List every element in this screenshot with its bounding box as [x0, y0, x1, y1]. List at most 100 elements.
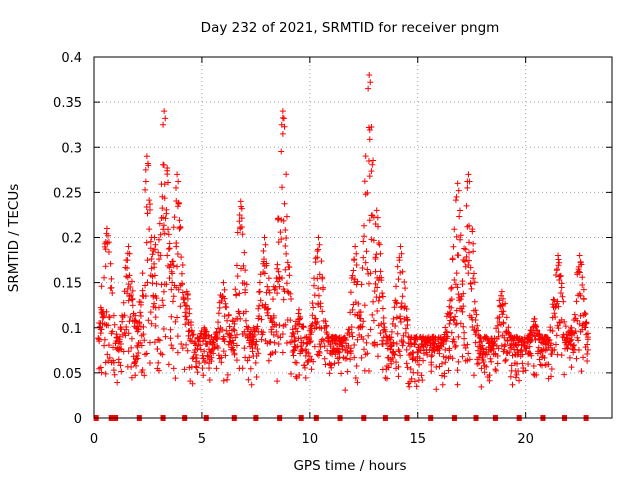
data-point	[327, 341, 334, 348]
data-point	[498, 288, 505, 295]
data-point	[319, 274, 326, 281]
data-point	[406, 383, 413, 390]
data-point	[312, 315, 319, 322]
data-point	[262, 301, 269, 308]
data-point	[181, 366, 188, 373]
data-point	[470, 248, 477, 255]
data-point	[287, 317, 294, 324]
data-point	[178, 254, 185, 261]
data-point	[237, 198, 244, 205]
data-point	[468, 285, 475, 292]
data-point	[354, 336, 361, 343]
data-point	[142, 166, 149, 173]
data-point	[265, 287, 272, 294]
data-point	[575, 347, 582, 354]
data-point	[446, 311, 453, 318]
data-point	[382, 328, 389, 335]
data-point	[174, 333, 181, 340]
data-point	[165, 231, 172, 238]
data-point	[231, 320, 238, 327]
data-point	[110, 312, 117, 319]
data-point	[515, 368, 522, 375]
data-point	[469, 228, 476, 235]
data-point	[302, 374, 309, 381]
data-point	[451, 226, 458, 233]
data-point	[460, 323, 467, 330]
data-point	[161, 195, 168, 202]
data-point	[311, 343, 318, 350]
data-point	[545, 361, 552, 368]
data-point	[441, 370, 448, 377]
data-point	[557, 272, 564, 279]
data-point	[556, 259, 563, 266]
data-point	[160, 222, 167, 229]
data-point	[402, 329, 409, 336]
data-point	[282, 266, 289, 273]
data-point	[255, 305, 262, 312]
data-point	[260, 248, 267, 255]
data-point	[321, 355, 328, 362]
data-point	[159, 351, 166, 358]
data-point	[113, 331, 120, 338]
data-point	[230, 347, 237, 354]
data-point	[450, 243, 457, 250]
data-point	[305, 350, 312, 357]
data-point	[178, 281, 185, 288]
data-point	[541, 354, 548, 361]
data-point	[239, 231, 246, 238]
data-point	[361, 346, 368, 353]
data-point	[532, 322, 539, 329]
data-point	[175, 178, 182, 185]
data-point	[220, 333, 227, 340]
data-point	[172, 318, 179, 325]
data-point	[579, 282, 586, 289]
data-point	[380, 320, 387, 327]
data-point	[584, 346, 591, 353]
data-point	[373, 251, 380, 258]
data-point	[507, 345, 514, 352]
data-point	[457, 232, 464, 239]
data-point	[143, 239, 150, 246]
data-point	[480, 359, 487, 366]
data-point	[252, 342, 259, 349]
data-point	[454, 284, 461, 291]
data-point	[463, 253, 470, 260]
data-point	[506, 348, 513, 355]
x-tick-label: 10	[302, 432, 319, 447]
data-point	[371, 288, 378, 295]
data-point	[575, 337, 582, 344]
data-point	[144, 257, 151, 264]
data-point	[514, 360, 521, 367]
data-point	[465, 270, 472, 277]
data-point	[442, 324, 449, 331]
data-point	[114, 379, 121, 386]
data-point	[383, 333, 390, 340]
data-point	[128, 374, 135, 381]
data-point	[470, 372, 477, 379]
data-point	[182, 321, 189, 328]
data-point	[366, 72, 373, 79]
data-point	[159, 205, 166, 212]
data-point	[201, 324, 208, 331]
data-point	[134, 344, 141, 351]
data-point	[247, 365, 254, 372]
data-point	[387, 356, 394, 363]
data-point	[455, 291, 462, 298]
data-point	[443, 329, 450, 336]
data-point	[179, 289, 186, 296]
data-point	[398, 250, 405, 257]
data-point	[516, 377, 523, 384]
data-point	[223, 327, 230, 334]
data-point	[105, 232, 112, 239]
data-point	[252, 359, 259, 366]
data-point	[505, 329, 512, 336]
data-point	[362, 259, 369, 266]
y-tick-label: 0.1	[61, 322, 82, 337]
data-point	[168, 342, 175, 349]
x-tick-label: 0	[90, 432, 98, 447]
data-point	[192, 351, 199, 358]
data-point	[184, 347, 191, 354]
data-point	[530, 362, 537, 369]
data-point	[428, 361, 435, 368]
data-point	[194, 345, 201, 352]
